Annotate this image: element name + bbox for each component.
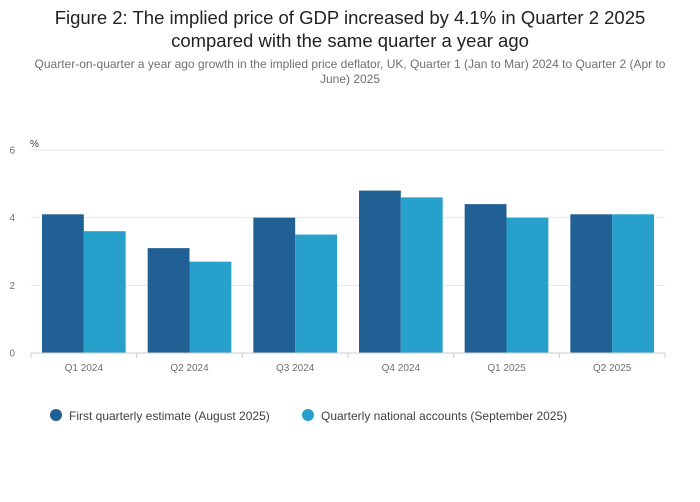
bar-qna-q2-2024[interactable] xyxy=(189,261,232,353)
legend-marker xyxy=(50,409,62,421)
y-axis-ticks: 0 2 4 6 xyxy=(9,146,15,360)
bar-qna-q2-2025[interactable] xyxy=(612,214,654,353)
bar-qna-q1-2025[interactable] xyxy=(506,217,549,353)
bar-qna-q4-2024[interactable] xyxy=(400,197,443,353)
legend-marker xyxy=(302,409,314,421)
legend-item[interactable]: First quarterly estimate (August 2025) xyxy=(50,409,270,423)
x-tick-label: Q1 2025 xyxy=(487,363,526,374)
legend-label: Quarterly national accounts (September 2… xyxy=(321,409,567,423)
legend-label: First quarterly estimate (August 2025) xyxy=(69,409,270,423)
x-tick-label: Q2 2024 xyxy=(170,363,209,374)
y-tick-label: 4 xyxy=(9,213,15,224)
y-axis-unit-label: % xyxy=(30,139,39,150)
bar-first-estimate-q1-2024[interactable] xyxy=(42,214,84,353)
x-axis: Q1 2024 Q2 2024 Q3 2024 Q4 2024 Q1 2025 Q2 20… xyxy=(30,352,666,374)
chart-title: Figure 2: The implied price of GDP incre… xyxy=(54,7,646,51)
gridlines xyxy=(31,149,665,286)
x-tick-label: Q3 2024 xyxy=(276,363,315,374)
bar-qna-q3-2024[interactable] xyxy=(295,234,337,353)
bars xyxy=(42,190,654,353)
bar-first-estimate-q3-2024[interactable] xyxy=(253,217,296,353)
x-tick-label: Q1 2024 xyxy=(65,363,104,374)
x-tick-label: Q4 2024 xyxy=(382,363,421,374)
bar-qna-q1-2024[interactable] xyxy=(83,231,126,353)
bar-first-estimate-q2-2025[interactable] xyxy=(570,214,613,353)
x-tick-label: Q2 2025 xyxy=(593,363,632,374)
chart-subtitle: Quarter-on-quarter a year ago growth in … xyxy=(34,57,666,86)
bar-first-estimate-q4-2024[interactable] xyxy=(359,190,401,353)
legend: First quarterly estimate (August 2025) Qu… xyxy=(50,409,567,423)
y-tick-label: 6 xyxy=(9,146,15,157)
y-tick-label: 0 xyxy=(9,349,15,360)
bar-first-estimate-q1-2025[interactable] xyxy=(464,204,507,353)
legend-item[interactable]: Quarterly national accounts (September 2… xyxy=(302,409,567,423)
y-tick-label: 2 xyxy=(9,281,15,292)
bar-first-estimate-q2-2024[interactable] xyxy=(147,248,190,353)
